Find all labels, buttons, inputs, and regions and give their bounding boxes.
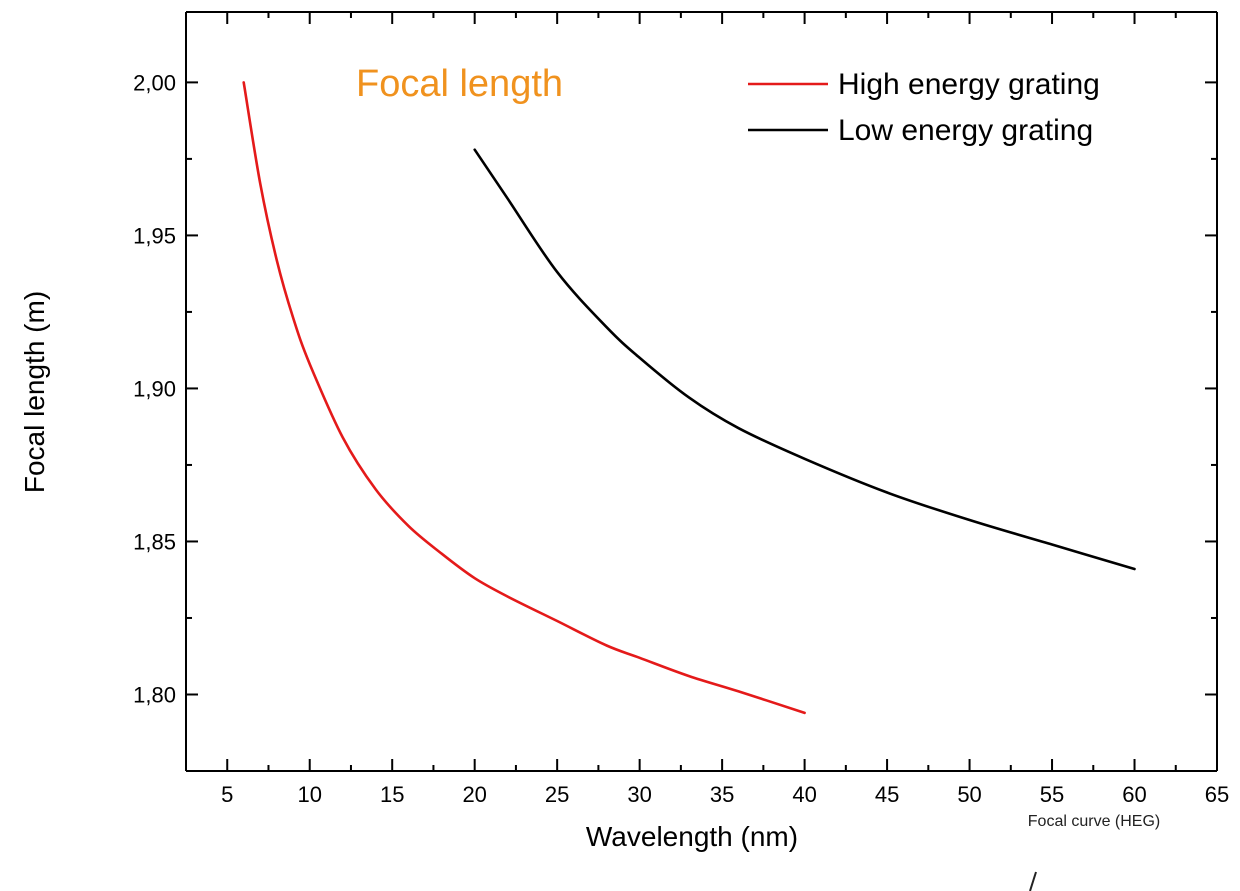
y-tick-label: 1,80 <box>133 682 176 707</box>
x-tick-label: 35 <box>710 782 734 807</box>
x-tick-label: 20 <box>462 782 486 807</box>
x-tick-label: 10 <box>297 782 321 807</box>
x-axis-title: Wavelength (nm) <box>586 821 798 852</box>
x-tick-label: 55 <box>1040 782 1064 807</box>
y-tick-label: 1,95 <box>133 223 176 248</box>
x-tick-label: 15 <box>380 782 404 807</box>
series-line-low-energy-grating <box>473 148 1136 571</box>
series-line-high-energy-grating <box>242 81 806 715</box>
x-tick-label: 60 <box>1122 782 1146 807</box>
annotation-pointer-line <box>1029 871 1037 891</box>
x-tick-label: 45 <box>875 782 899 807</box>
annotation-focal-curve: Focal curve (HEG) <box>1028 813 1160 830</box>
y-tick-label: 2,00 <box>133 70 176 95</box>
legend-label-high-energy-grating: High energy grating <box>838 68 1100 101</box>
y-tick-label: 1,85 <box>133 529 176 554</box>
chart-title: Focal length <box>356 63 563 105</box>
x-tick-label: 50 <box>957 782 981 807</box>
y-axis-title: Focal length (m) <box>19 291 50 493</box>
legend-label-low-energy-grating: Low energy grating <box>838 114 1093 147</box>
x-tick-label: 30 <box>627 782 651 807</box>
x-tick-label: 40 <box>792 782 816 807</box>
x-tick-label: 65 <box>1205 782 1229 807</box>
x-tick-label: 5 <box>221 782 233 807</box>
x-tick-label: 25 <box>545 782 569 807</box>
y-tick-label: 1,90 <box>133 376 176 401</box>
